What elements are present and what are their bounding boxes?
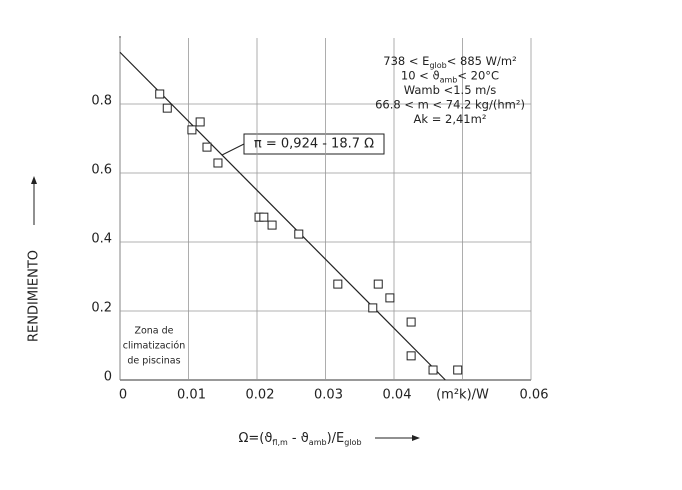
x-tick-label: (m²k)/W (436, 388, 489, 403)
data-point (453, 365, 463, 375)
y-arrow-head (31, 176, 37, 184)
y-tick-label: 0.2 (91, 301, 112, 316)
data-point (368, 303, 378, 313)
fit-line (119, 51, 446, 381)
data-point (187, 125, 197, 135)
data-point (428, 365, 438, 375)
text-part: < 20°C (457, 68, 499, 82)
rich-text: Ω=(ϑfl,m - ϑamb)/Eglob (238, 431, 361, 447)
zone-label: climatización (123, 341, 185, 352)
x-arrow-head (412, 435, 420, 441)
rich-text: 738 < Eglob< 885 W/m² (383, 54, 516, 70)
text-part: - ϑ (288, 431, 309, 446)
data-point (373, 279, 383, 289)
y-tick-label: 0 (104, 370, 112, 385)
equation: π = 0,924 - 18.7 Ω (254, 137, 374, 152)
equation-pointer (221, 143, 245, 156)
x-tick-label: 0.03 (314, 388, 343, 403)
x-tick-label: 0.04 (383, 388, 412, 403)
y-tick-label: 0.8 (91, 94, 112, 109)
data-point (202, 142, 212, 152)
x-tick-label: 0.02 (246, 388, 275, 403)
data-point (267, 220, 277, 230)
data-point (385, 293, 395, 303)
subscript: amb (309, 438, 327, 447)
text-part: Wamb <1.5 m/s (404, 83, 497, 97)
data-point (162, 103, 172, 113)
data-point (195, 117, 205, 127)
text-part: 738 < E (383, 54, 429, 68)
zone-label: de piscinas (127, 356, 180, 367)
subscript: fl,m (272, 438, 288, 447)
text-part: 10 < ϑ (401, 68, 440, 82)
text-part: < 885 W/m² (447, 54, 517, 68)
subscript: glob (429, 61, 446, 70)
rich-text: 10 < ϑamb< 20°C (401, 68, 499, 84)
data-point (294, 229, 304, 239)
zone-label: Zona de (134, 326, 173, 337)
data-point (406, 317, 416, 327)
data-point (333, 279, 343, 289)
subscript: amb (440, 75, 458, 84)
rich-text: Ak = 2,41m² (414, 112, 487, 126)
rich-text: Wamb <1.5 m/s (404, 83, 497, 97)
y-tick-label: 0.6 (91, 163, 112, 178)
text-part: )/E (327, 431, 345, 446)
text-part: Ak = 2,41m² (414, 112, 487, 126)
data-point (259, 212, 269, 222)
y-axis-label: RENDIMIENTO (27, 250, 42, 342)
text-part: Ω=(ϑ (238, 431, 272, 446)
data-point (213, 158, 223, 168)
x-tick-label: 0 (119, 388, 127, 403)
x-tick-label: 0.06 (520, 388, 549, 403)
data-point (406, 351, 416, 361)
x-tick-label: 0.01 (177, 388, 206, 403)
subscript: glob (344, 438, 361, 447)
rich-text: 66.8 < m < 74.2 kg/(hm²) (375, 97, 525, 111)
text-part: 66.8 < m < 74.2 kg/(hm²) (375, 97, 525, 111)
y-tick-label: 0.4 (91, 232, 112, 247)
data-point (155, 89, 165, 99)
